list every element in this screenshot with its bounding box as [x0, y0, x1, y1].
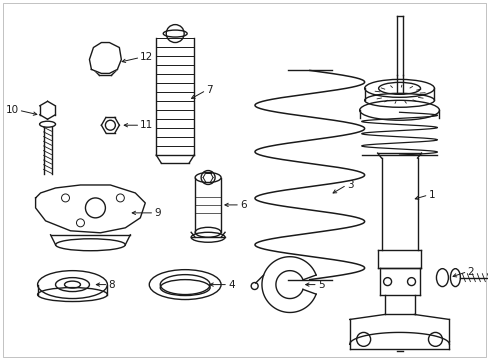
Text: 6: 6: [240, 200, 246, 210]
Text: 4: 4: [227, 280, 234, 289]
Text: 8: 8: [108, 280, 115, 289]
Polygon shape: [89, 42, 121, 73]
Text: 5: 5: [317, 280, 324, 289]
Text: 7: 7: [205, 85, 212, 95]
Text: 9: 9: [154, 208, 161, 218]
Polygon shape: [36, 185, 145, 233]
Text: 1: 1: [427, 190, 434, 200]
Text: 10: 10: [5, 105, 19, 115]
Text: 2: 2: [467, 267, 473, 276]
Text: 3: 3: [346, 180, 353, 190]
Text: 12: 12: [140, 53, 153, 63]
Text: 11: 11: [140, 120, 153, 130]
